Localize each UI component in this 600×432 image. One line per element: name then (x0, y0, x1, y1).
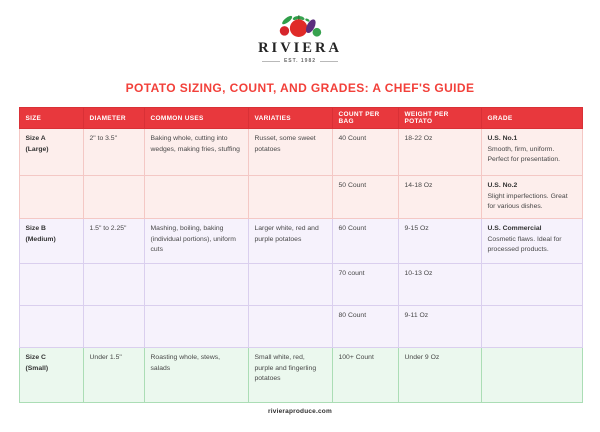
cell-varieties: Russet, some sweet potatoes (247, 128, 333, 176)
cell-diameter (82, 263, 145, 306)
cell-common-uses: Mashing, boiling, baking (individual por… (143, 218, 249, 264)
cell-diameter: 2" to 3.5" (82, 128, 145, 176)
cell-weight-per-potato: 18-22 Oz (397, 128, 482, 176)
cell-size (18, 175, 84, 219)
table-row-size-c: Size C (Small) Under 1.5" Roasting whole… (18, 347, 583, 403)
divider-line (320, 60, 339, 62)
cell-varieties (247, 175, 333, 219)
produce-logo-icon (279, 15, 322, 37)
divider-line (261, 60, 280, 62)
cell-size: Size C (Small) (18, 347, 84, 403)
brand-established: EST. 1982 (261, 58, 339, 64)
cell-size (18, 263, 84, 306)
cell-grade (480, 347, 583, 403)
column-header-count-per-bag: COUNT PER BAG (331, 107, 399, 129)
cell-common-uses (143, 305, 249, 348)
grade-description: Cosmetic flaws. Ideal for processed prod… (487, 235, 562, 254)
column-header-weight-per-potato: WEIGHT PER POTATO (397, 107, 482, 129)
cell-count-per-bag: 60 Count (331, 218, 399, 264)
column-header-size: SIZE (18, 107, 84, 129)
cell-common-uses (143, 175, 249, 219)
cell-diameter (82, 175, 145, 219)
table-row-size-b: Size B (Medium) 1.5" to 2.25" Mashing, b… (18, 218, 583, 264)
column-header-varieties: VARIATIES (247, 107, 333, 129)
cell-common-uses (143, 263, 249, 306)
cell-weight-per-potato: Under 9 Oz (397, 347, 482, 403)
column-header-diameter: DIAMETER (82, 107, 145, 129)
footer-website: rivieraproduce.com (268, 408, 332, 415)
cell-count-per-bag: 100+ Count (331, 347, 399, 403)
cell-count-per-bag: 40 Count (331, 128, 399, 176)
cell-size: Size B (Medium) (18, 218, 84, 264)
cell-weight-per-potato: 10-13 Oz (397, 263, 482, 306)
column-header-grade: GRADE (480, 107, 583, 129)
cell-diameter: Under 1.5" (82, 347, 145, 403)
cell-grade: U.S. No.1 Smooth, firm, uniform. Perfect… (480, 128, 583, 176)
established-text: EST. 1982 (283, 58, 317, 64)
cell-grade (480, 305, 583, 348)
cell-varieties (247, 305, 333, 348)
cell-grade: U.S. Commercial Cosmetic flaws. Ideal fo… (480, 218, 583, 264)
grade-title: U.S. Commercial (487, 225, 542, 232)
cell-count-per-bag: 80 Count (331, 305, 399, 348)
cell-diameter (82, 305, 145, 348)
cell-grade: U.S. No.2 Slight imperfections. Great fo… (480, 175, 583, 219)
table-row-size-a: Size A (Large) 2" to 3.5" Baking whole, … (18, 128, 583, 176)
potato-sizing-table: SIZE DIAMETER COMMON USES VARIATIES COUN… (18, 107, 583, 403)
table-container: SIZE DIAMETER COMMON USES VARIATIES COUN… (18, 107, 583, 403)
table-row-70-count: 70 count 10-13 Oz (18, 263, 583, 306)
cell-count-per-bag: 70 count (331, 263, 399, 306)
table-row-50-count: 50 Count 14-18 Oz U.S. No.2 Slight imper… (18, 175, 583, 219)
cell-common-uses: Roasting whole, stews, salads (143, 347, 249, 403)
cell-weight-per-potato: 9-15 Oz (397, 218, 482, 264)
grade-description: Slight imperfections. Great for various … (487, 192, 568, 211)
cell-varieties (247, 263, 333, 306)
page-title: POTATO SIZING, COUNT, AND GRADES: A CHEF… (125, 81, 475, 95)
brand-logo: RIVIERA EST. 1982 (0, 12, 600, 64)
cell-diameter: 1.5" to 2.25" (82, 218, 145, 264)
grade-title: U.S. No.2 (487, 182, 518, 189)
cell-weight-per-potato: 14-18 Oz (397, 175, 482, 219)
brand-name: RIVIERA (258, 40, 342, 56)
cell-size: Size A (Large) (18, 128, 84, 176)
cell-common-uses: Baking whole, cutting into wedges, makin… (143, 128, 249, 176)
cell-weight-per-potato: 9-11 Oz (397, 305, 482, 348)
cell-varieties: Small white, red, purple and fingerling … (247, 347, 333, 403)
table-row-80-count: 80 Count 9-11 Oz (18, 305, 583, 348)
column-header-common-uses: COMMON USES (143, 107, 249, 129)
cell-count-per-bag: 50 Count (331, 175, 399, 219)
cell-grade (480, 263, 583, 306)
grade-title: U.S. No.1 (487, 135, 518, 142)
header-row: SIZE DIAMETER COMMON USES VARIATIES COUN… (18, 107, 583, 129)
cell-varieties: Larger white, red and purple potatoes (247, 218, 333, 264)
grade-description: Smooth, firm, uniform. Perfect for prese… (487, 145, 561, 164)
cell-size (18, 305, 84, 348)
